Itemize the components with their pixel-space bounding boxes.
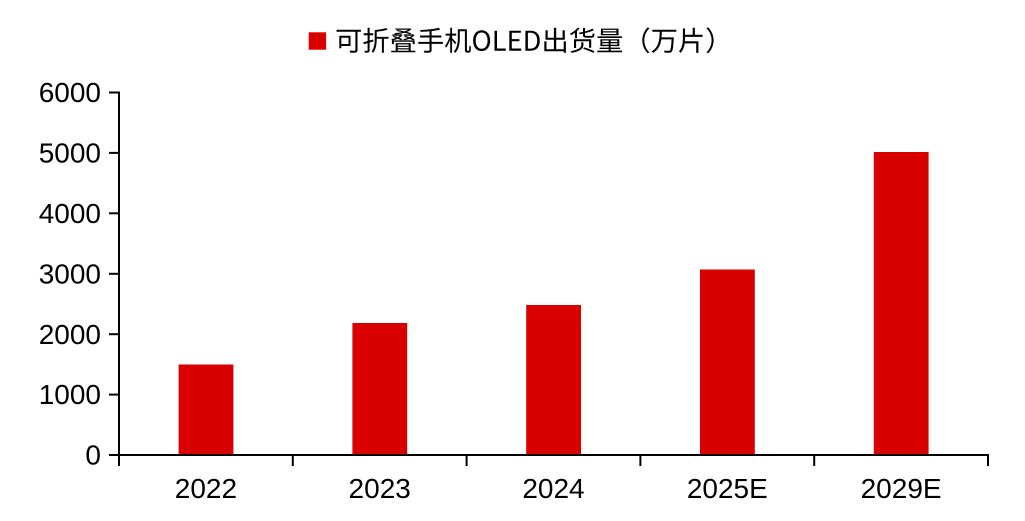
svg-text:5000: 5000 (39, 138, 101, 169)
svg-text:4000: 4000 (39, 198, 101, 229)
svg-text:3000: 3000 (39, 258, 101, 289)
svg-text:2022: 2022 (175, 473, 237, 504)
svg-text:2000: 2000 (39, 319, 101, 350)
svg-text:0: 0 (85, 440, 101, 471)
svg-text:2029E: 2029E (861, 473, 942, 504)
svg-text:2024: 2024 (522, 473, 584, 504)
svg-text:1000: 1000 (39, 379, 101, 410)
svg-text:2023: 2023 (349, 473, 411, 504)
svg-text:2025E: 2025E (687, 473, 768, 504)
svg-text:6000: 6000 (39, 77, 101, 108)
